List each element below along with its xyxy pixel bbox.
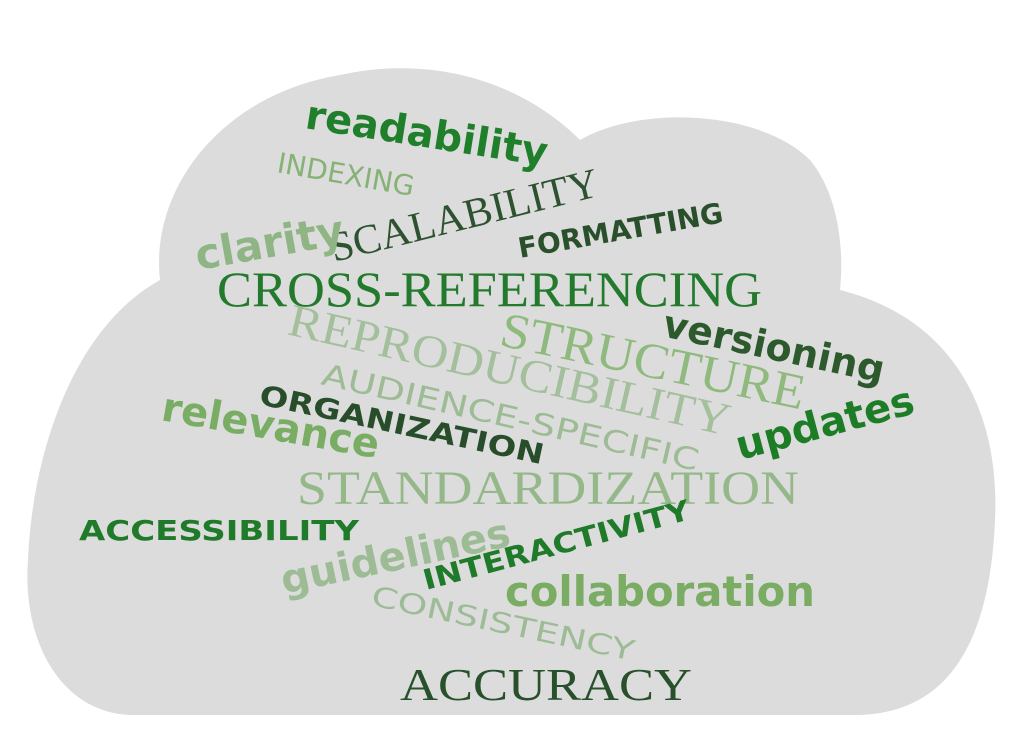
word-cross-referencing: CROSS-REFERENCING — [217, 261, 762, 317]
cloud-shape — [27, 68, 996, 716]
word-standardization: STANDARDIZATION — [297, 462, 799, 515]
word-accessibility: ACCESSIBILITY — [79, 514, 360, 547]
word-collaboration: collaboration — [505, 567, 815, 616]
word-accuracy: ACCURACY — [400, 659, 692, 710]
